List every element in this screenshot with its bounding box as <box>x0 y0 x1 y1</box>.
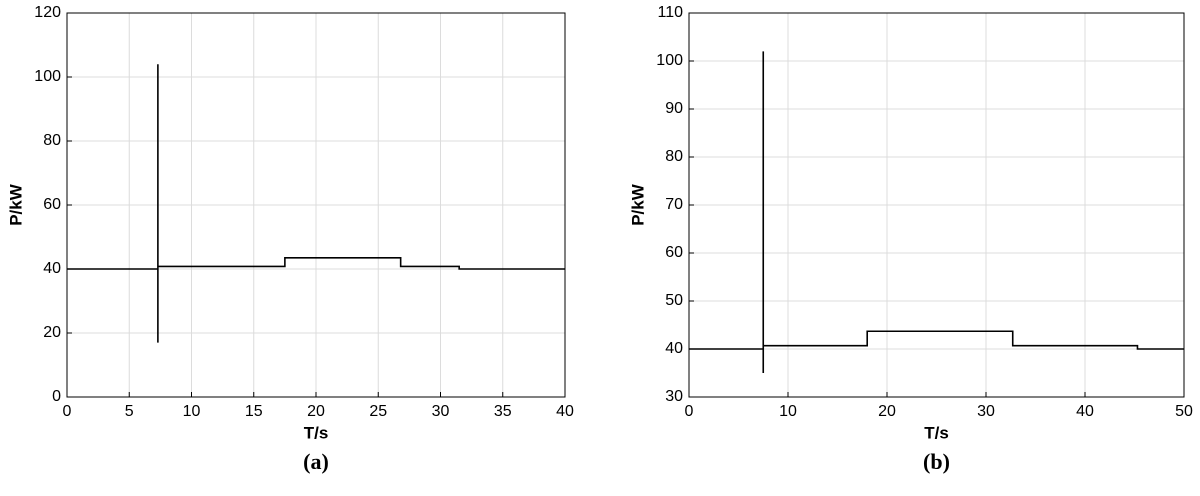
line <box>67 64 565 343</box>
x-tick-label: 30 <box>977 403 995 420</box>
x-tick-label: 10 <box>779 403 797 420</box>
plot-frame <box>688 12 1185 398</box>
y-tick-label: 20 <box>43 324 61 341</box>
x-tick-label: 40 <box>556 403 574 420</box>
y-tick-label: 80 <box>665 148 683 165</box>
caption: (b) <box>923 449 950 474</box>
x-tick-label: 0 <box>685 403 694 420</box>
y-tick-label: 50 <box>665 292 683 309</box>
y-tick-label: 40 <box>665 340 683 357</box>
x-tick-label: 25 <box>369 403 387 420</box>
x-tick-label: 20 <box>878 403 896 420</box>
x-axis-label: T/s <box>304 423 329 442</box>
line <box>689 51 1184 373</box>
y-tick-label: 100 <box>34 68 61 85</box>
y-tick-label: 0 <box>52 388 61 405</box>
x-tick-label: 35 <box>494 403 512 420</box>
x-tick-label: 30 <box>432 403 450 420</box>
x-tick-label: 20 <box>307 403 325 420</box>
y-tick-label: 40 <box>43 260 61 277</box>
x-tick-label: 5 <box>125 403 134 420</box>
y-tick-label: 110 <box>657 4 683 21</box>
x-tick-label: 10 <box>183 403 201 420</box>
y-tick-label: 60 <box>43 196 61 213</box>
y-tick-label: 90 <box>665 100 683 117</box>
x-axis-label: T/s <box>924 423 949 442</box>
x-tick-label: 15 <box>245 403 263 420</box>
x-tick-label: 0 <box>63 403 72 420</box>
caption: (a) <box>303 449 329 474</box>
plot-frame <box>66 12 566 398</box>
y-tick-label: 60 <box>665 244 683 261</box>
x-tick-label: 50 <box>1175 403 1193 420</box>
y-tick-label: 70 <box>665 196 683 213</box>
y-axis-label: P/kW <box>6 183 25 226</box>
y-tick-label: 120 <box>34 4 61 21</box>
y-axis-label: P/kW <box>628 183 647 226</box>
x-tick-label: 40 <box>1076 403 1094 420</box>
y-tick-label: 30 <box>665 388 683 405</box>
y-tick-label: 100 <box>656 52 683 69</box>
y-tick-label: 80 <box>43 132 61 149</box>
